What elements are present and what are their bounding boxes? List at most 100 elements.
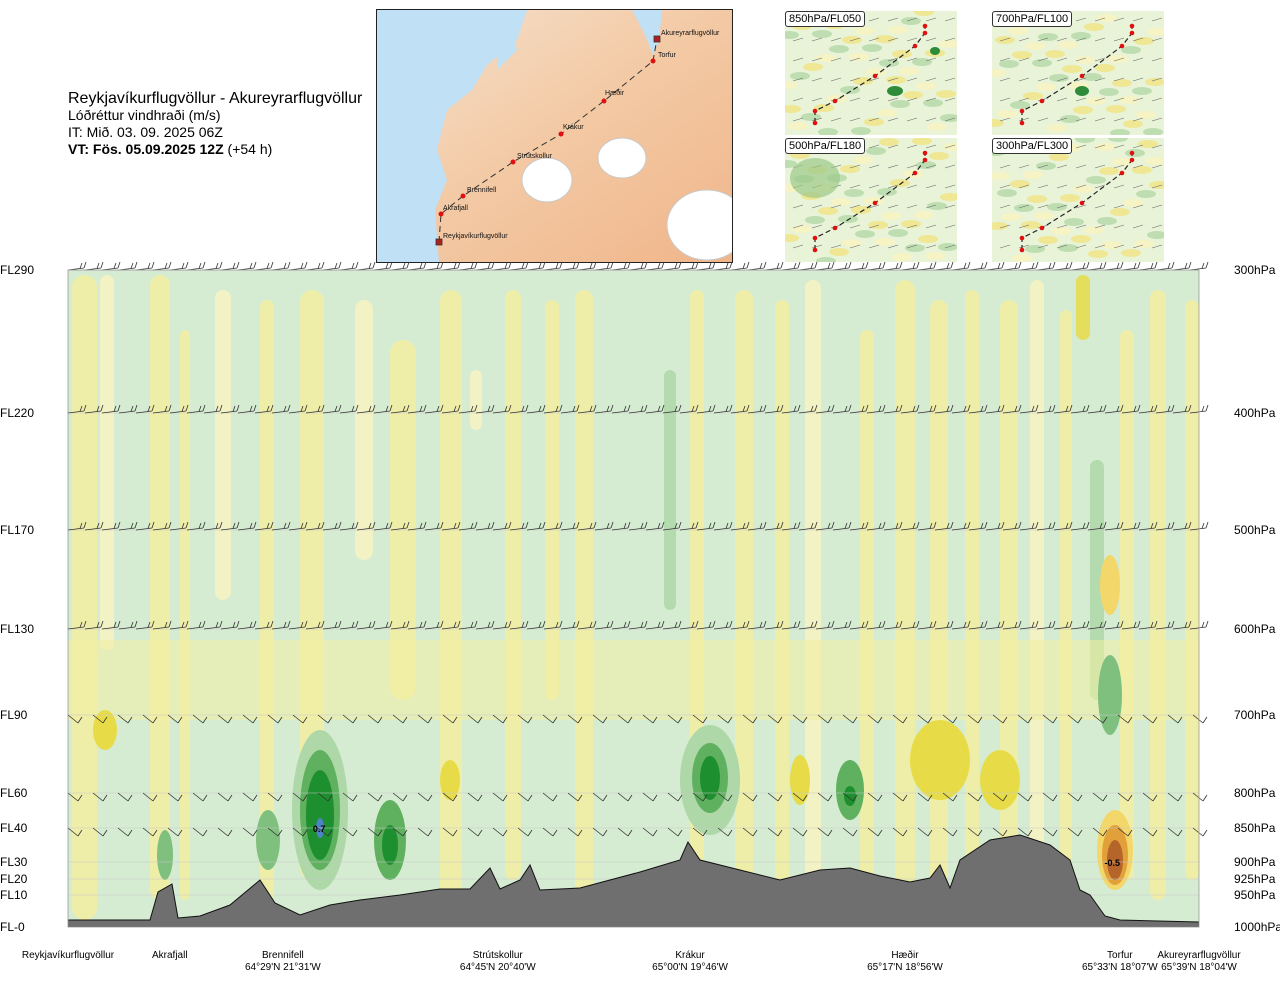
wind-barb xyxy=(475,620,495,630)
fjord-north xyxy=(632,10,662,55)
pressure-level-label: 600hPa xyxy=(1234,622,1276,636)
wind-barb xyxy=(934,404,954,414)
wind-barb xyxy=(917,792,933,802)
wind-barb xyxy=(815,261,835,271)
wind-barb xyxy=(1092,827,1108,837)
wind-barb xyxy=(628,620,648,630)
wind-barb xyxy=(617,714,633,724)
plot-frame xyxy=(67,269,1200,928)
wind-barb xyxy=(543,261,563,271)
wind-barb xyxy=(900,404,920,414)
wind-barb xyxy=(118,261,138,271)
wind-barb xyxy=(1121,261,1141,271)
wind-barb xyxy=(441,620,461,630)
mini-map-850: 850hPa/FL050 xyxy=(785,11,957,135)
wind-barb xyxy=(781,521,801,531)
wind-barb xyxy=(407,620,427,630)
wind-barb xyxy=(817,827,833,837)
wind-barb xyxy=(696,261,716,271)
wind-barb xyxy=(611,521,631,531)
wind-barb xyxy=(717,792,733,802)
map-label-haedir: Hæðir xyxy=(605,89,625,97)
wind-barb xyxy=(317,714,333,724)
map-label-akrafjall: Akrafjall xyxy=(443,205,468,212)
wind-barb xyxy=(764,261,784,271)
wind-barb xyxy=(832,620,852,630)
wind-barb xyxy=(742,827,758,837)
wind-barb xyxy=(92,792,108,802)
title-block: Reykjavíkurflugvöllur - Akureyrarflugvöl… xyxy=(68,90,362,158)
flight-level-label: FL290 xyxy=(0,263,35,277)
wind-barb xyxy=(717,714,733,724)
wind-barb xyxy=(220,261,240,271)
airport-marker xyxy=(435,238,443,246)
wind-barb xyxy=(390,620,410,630)
wind-barb xyxy=(866,620,886,630)
wind-barb xyxy=(373,620,393,630)
parameter-label: Lóðréttur vindhraði (m/s) xyxy=(68,107,221,123)
wind-barb xyxy=(475,521,495,531)
pressure-level-label: 400hPa xyxy=(1234,406,1276,420)
wind-barb xyxy=(849,261,869,271)
wind-barb xyxy=(322,404,342,414)
wind-barb xyxy=(217,827,233,837)
wind-barb xyxy=(1155,521,1175,531)
wind-barb xyxy=(169,521,189,531)
wind-barb xyxy=(135,620,155,630)
map-label-krakur: Krákur xyxy=(563,124,584,131)
wind-barb xyxy=(203,261,223,271)
wind-barb xyxy=(242,792,258,802)
wind-barb xyxy=(567,714,583,724)
wind-barb xyxy=(1192,792,1208,802)
glacier-2 xyxy=(597,137,647,179)
wind-barb xyxy=(730,620,750,630)
wind-barb xyxy=(288,404,308,414)
wind-barb xyxy=(92,714,108,724)
wind-barb xyxy=(917,714,933,724)
wind-barb xyxy=(642,714,658,724)
wind-barb xyxy=(567,827,583,837)
wind-barb xyxy=(645,620,665,630)
waypoint-name: Brennifell xyxy=(262,950,304,961)
wind-barb xyxy=(169,261,189,271)
wind-barb xyxy=(526,620,546,630)
wind-barb xyxy=(1138,620,1158,630)
wind-barb xyxy=(628,521,648,531)
map-label-reykjavik: Reykjavíkurflugvöllur xyxy=(443,233,508,240)
wind-barb xyxy=(84,261,104,271)
wind-barb xyxy=(667,827,683,837)
wind-barb xyxy=(968,521,988,531)
flight-level-label: FL40 xyxy=(0,821,28,835)
wind-barb xyxy=(1017,827,1033,837)
wind-barb xyxy=(628,404,648,414)
wind-barb xyxy=(747,261,767,271)
wind-barb xyxy=(696,404,716,414)
wind-barb xyxy=(442,714,458,724)
waypoint-marker xyxy=(601,98,607,104)
waypoint-name: Krákur xyxy=(675,950,705,961)
wind-barb xyxy=(458,261,478,271)
wind-barb xyxy=(271,521,291,531)
wind-barb xyxy=(217,792,233,802)
wind-barb xyxy=(713,261,733,271)
wind-barb xyxy=(339,620,359,630)
wind-barb xyxy=(951,521,971,531)
waypoint-coord: 65°00'N 19°46'W xyxy=(652,962,728,973)
plot-background xyxy=(68,270,1199,927)
pressure-level-label: 800hPa xyxy=(1234,786,1276,800)
wind-barb xyxy=(764,404,784,414)
wind-barb xyxy=(220,620,240,630)
wind-barb xyxy=(475,404,495,414)
wind-barb xyxy=(1067,714,1083,724)
valid-time-row: VT: Fös. 05.09.2025 12Z (+54 h) xyxy=(68,141,362,158)
wind-barb xyxy=(1192,714,1208,724)
wind-barb xyxy=(951,261,971,271)
wind-barb xyxy=(169,620,189,630)
pressure-level-label: 1000hPa xyxy=(1234,920,1280,934)
wind-barb xyxy=(917,620,937,630)
wind-barb xyxy=(356,404,376,414)
wind-barb xyxy=(679,521,699,531)
wind-barb xyxy=(1142,792,1158,802)
wind-barb xyxy=(764,521,784,531)
wind-barb xyxy=(322,620,342,630)
